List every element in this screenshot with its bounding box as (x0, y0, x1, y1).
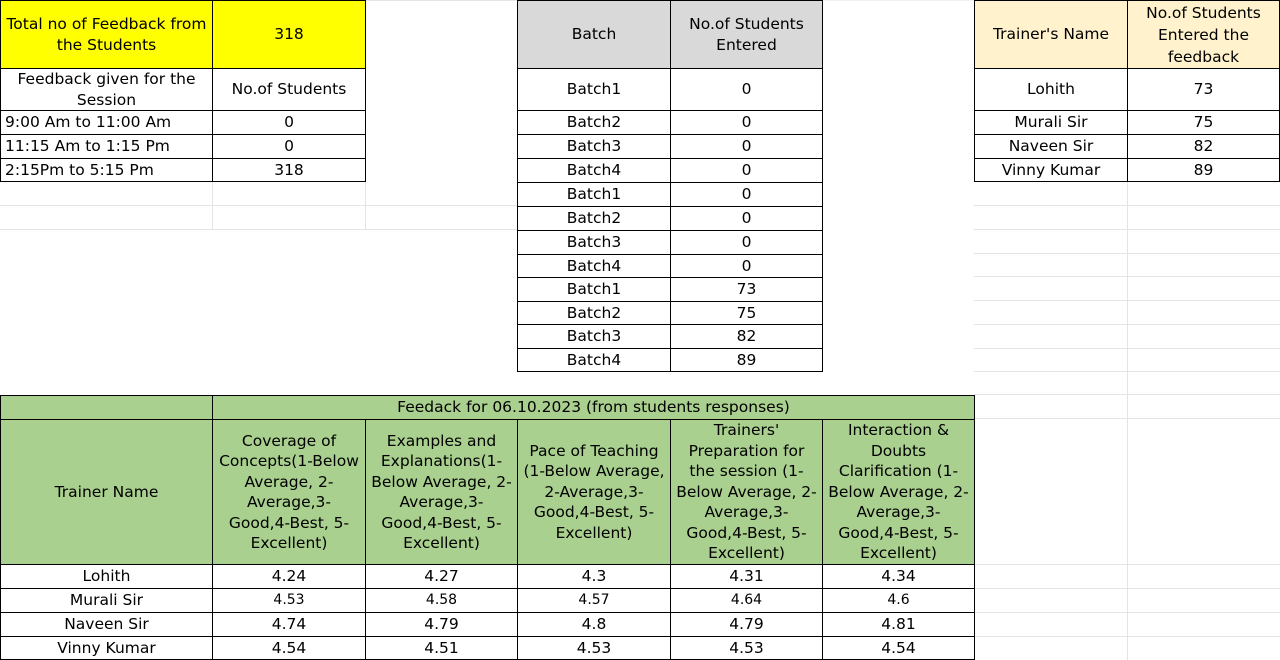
criteria-header-coverage: Coverage of Concepts(1-Below Average, 2-… (212, 419, 366, 565)
batch-cell: Batch4 (517, 158, 671, 183)
students-header: No.of Students (212, 68, 366, 111)
feedback-trainer-name: Naveen Sir (0, 612, 213, 637)
score-cell: 4.57 (517, 588, 671, 613)
batch-count: 0 (670, 254, 823, 278)
batch-cell: Batch3 (517, 324, 671, 349)
score-cell: 4.51 (365, 636, 518, 660)
trainer-name-cell: Lohith (974, 68, 1128, 111)
score-cell: 4.79 (365, 612, 518, 637)
trainer-name-cell: Vinny Kumar (974, 158, 1128, 182)
batch-count: 0 (670, 134, 823, 159)
score-cell: 4.54 (212, 636, 366, 660)
criteria-header-interaction: Interaction & Doubts Clarification (1-Be… (822, 419, 975, 565)
score-cell: 4.79 (670, 612, 823, 637)
batch-header: Batch (517, 0, 671, 69)
trainer-count-header: No.of Students Entered the feedback (1127, 0, 1280, 69)
batch-count: 0 (670, 230, 823, 255)
batch-cell: Batch4 (517, 348, 671, 372)
score-cell: 4.74 (212, 612, 366, 637)
trainer-count-cell: 82 (1127, 134, 1280, 159)
trainer-name-column-header: Trainer Name (0, 419, 213, 565)
total-feedback-value: 318 (212, 0, 366, 69)
score-cell: 4.3 (517, 564, 671, 589)
score-cell: 4.27 (365, 564, 518, 589)
score-cell: 4.64 (670, 588, 823, 613)
session-cell: 11:15 Am to 1:15 Pm (0, 134, 213, 159)
batch-cell: Batch1 (517, 182, 671, 207)
batch-count: 0 (670, 182, 823, 207)
score-cell: 4.58 (365, 588, 518, 613)
score-cell: 4.53 (517, 636, 671, 660)
score-cell: 4.8 (517, 612, 671, 637)
session-header: Feedback given for the Session (0, 68, 213, 111)
batch-count: 0 (670, 206, 823, 231)
batch-cell: Batch4 (517, 254, 671, 278)
score-cell: 4.6 (822, 588, 975, 613)
score-cell: 4.24 (212, 564, 366, 589)
session-count: 0 (212, 134, 366, 159)
score-cell: 4.31 (670, 564, 823, 589)
trainer-count-cell: 75 (1127, 110, 1280, 135)
feedback-trainer-name: Murali Sir (0, 588, 213, 613)
batch-cell: Batch3 (517, 230, 671, 255)
batch-cell: Batch2 (517, 301, 671, 325)
session-cell: 9:00 Am to 11:00 Am (0, 110, 213, 135)
criteria-header-pace: Pace of Teaching (1-Below Average, 2-Ave… (517, 419, 671, 565)
batch-cell: Batch2 (517, 206, 671, 231)
score-cell: 4.34 (822, 564, 975, 589)
criteria-header-preparation: Trainers' Preparation for the session (1… (670, 419, 823, 565)
batch-count: 89 (670, 348, 823, 372)
session-count: 0 (212, 110, 366, 135)
batch-count: 73 (670, 277, 823, 302)
score-cell: 4.54 (822, 636, 975, 660)
batch-cell: Batch1 (517, 277, 671, 302)
batch-count: 0 (670, 68, 823, 111)
trainer-name-cell: Murali Sir (974, 110, 1128, 135)
score-cell: 4.81 (822, 612, 975, 637)
batch-cell: Batch2 (517, 110, 671, 135)
feedback-trainer-name: Lohith (0, 564, 213, 589)
trainer-name-cell: Naveen Sir (974, 134, 1128, 159)
trainer-count-cell: 73 (1127, 68, 1280, 111)
score-cell: 4.53 (212, 588, 366, 613)
session-count: 318 (212, 158, 366, 182)
total-feedback-label: Total no of Feedback from the Students (0, 0, 213, 69)
feedback-title-spacer (0, 395, 213, 420)
batch-count: 82 (670, 324, 823, 349)
feedback-trainer-name: Vinny Kumar (0, 636, 213, 660)
criteria-header-examples: Examples and Explanations(1-Below Averag… (365, 419, 518, 565)
batch-cell: Batch3 (517, 134, 671, 159)
batch-count: 75 (670, 301, 823, 325)
batch-count: 0 (670, 158, 823, 183)
score-cell: 4.53 (670, 636, 823, 660)
entered-header: No.of Students Entered (670, 0, 823, 69)
feedback-title: Feedack for 06.10.2023 (from students re… (212, 395, 975, 420)
session-cell: 2:15Pm to 5:15 Pm (0, 158, 213, 182)
trainer-count-cell: 89 (1127, 158, 1280, 182)
batch-cell: Batch1 (517, 68, 671, 111)
trainer-name-header: Trainer's Name (974, 0, 1128, 69)
batch-count: 0 (670, 110, 823, 135)
